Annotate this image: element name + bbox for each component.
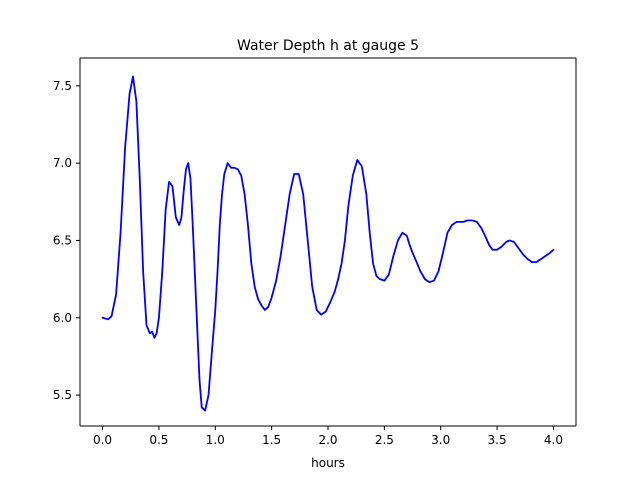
axes-frame [79,57,577,427]
series-line-1 [101,75,555,412]
x-tick-label: 0.0 [93,433,112,447]
x-tick-label: 3.5 [488,433,507,447]
y-tick-label: 5.5 [53,388,72,402]
x-axis-label: hours [311,456,345,470]
x-axis-ticks: 0.0 0.5 1.0 1.5 2.0 2.5 3.0 3.5 4.0 [93,426,563,447]
x-tick-label: 4.0 [544,433,563,447]
x-tick-label: 2.0 [318,433,337,447]
y-tick-label: 7.0 [53,156,72,170]
chart-title: Water Depth h at gauge 5 [237,38,419,54]
y-tick-label: 6.5 [53,233,72,247]
y-tick-label: 6.0 [53,311,72,325]
series-layer [101,75,555,412]
plot-area [80,58,576,426]
x-tick-label: 3.0 [431,433,450,447]
x-tick-label: 0.5 [149,433,168,447]
x-tick-label: 2.5 [375,433,394,447]
y-tick-label: 7.5 [53,79,72,93]
y-axis-ticks: 5.5 6.0 6.5 7.0 7.5 [53,79,80,402]
x-tick-label: 1.0 [206,433,225,447]
x-tick-label: 1.5 [262,433,281,447]
